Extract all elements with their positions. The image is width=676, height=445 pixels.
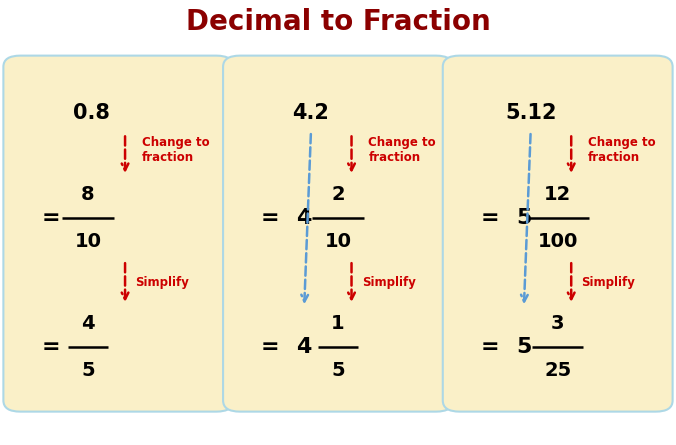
- Text: 10: 10: [324, 232, 352, 251]
- Text: 3: 3: [551, 315, 564, 333]
- Text: 5: 5: [81, 361, 95, 380]
- Text: 4: 4: [297, 208, 312, 228]
- Text: Change to
fraction: Change to fraction: [142, 136, 210, 164]
- Text: 4: 4: [81, 315, 95, 333]
- Text: =: =: [261, 337, 280, 357]
- Text: 100: 100: [537, 232, 578, 251]
- Text: 1: 1: [331, 315, 345, 333]
- Text: =: =: [261, 208, 280, 228]
- Text: =: =: [41, 337, 60, 357]
- Text: 25: 25: [544, 361, 571, 380]
- Text: Change to
fraction: Change to fraction: [588, 136, 656, 164]
- Text: =: =: [41, 208, 60, 228]
- Text: =: =: [481, 337, 500, 357]
- Text: Decimal to Fraction: Decimal to Fraction: [186, 8, 490, 36]
- Text: Simplify: Simplify: [135, 276, 189, 289]
- FancyBboxPatch shape: [3, 56, 233, 412]
- Text: 5: 5: [331, 361, 345, 380]
- Text: Simplify: Simplify: [362, 276, 416, 289]
- Text: Change to
fraction: Change to fraction: [368, 136, 436, 164]
- Text: 5: 5: [516, 208, 531, 228]
- FancyBboxPatch shape: [443, 56, 673, 412]
- Text: 5.12: 5.12: [505, 104, 556, 123]
- Text: 12: 12: [544, 186, 571, 204]
- Text: =: =: [481, 208, 500, 228]
- Text: 8: 8: [81, 186, 95, 204]
- Text: 0.8: 0.8: [73, 104, 110, 123]
- Text: 2: 2: [331, 186, 345, 204]
- Text: 4: 4: [297, 337, 312, 357]
- FancyBboxPatch shape: [223, 56, 453, 412]
- Text: Simplify: Simplify: [581, 276, 635, 289]
- Text: 5: 5: [516, 337, 531, 357]
- Text: 4.2: 4.2: [293, 104, 329, 123]
- Text: 10: 10: [74, 232, 101, 251]
